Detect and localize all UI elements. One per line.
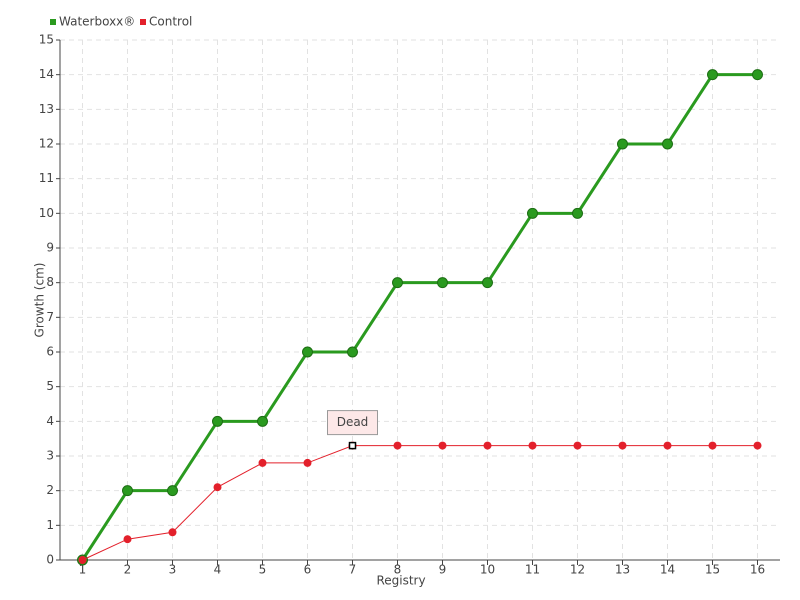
y-tick-label: 4 [46,414,54,428]
point [482,277,493,289]
x-tick-label: 3 [169,563,177,577]
point [122,485,133,497]
point [752,69,763,81]
point [212,415,223,427]
annotation-box [327,410,378,436]
point [167,485,178,497]
y-tick-label: 15 [39,33,54,47]
y-tick-label: 3 [46,449,54,463]
y-tick-label: 7 [46,310,54,324]
x-tick-label: 10 [480,563,495,577]
x-tick-label: 6 [304,563,312,577]
series-line [81,73,758,561]
y-tick-label: 5 [46,379,54,393]
x-tick-label: 16 [750,563,765,577]
point [753,441,762,450]
point [707,69,718,81]
point [302,346,313,358]
point [303,458,312,467]
point [78,556,87,564]
x-tick-label: 8 [394,563,402,577]
point [257,415,268,427]
x-axis-label: Registry [376,574,425,588]
point [527,207,538,219]
x-tick-label: 1 [79,563,87,577]
point [483,441,492,450]
point [213,483,222,492]
y-tick-label: 11 [39,171,54,185]
point [708,441,717,450]
point [258,458,267,467]
legend-marker [140,19,146,25]
point [528,441,537,450]
x-tick-label: 9 [439,563,447,577]
point [573,441,582,450]
y-tick-label: 8 [46,275,54,289]
y-tick-label: 10 [39,206,54,220]
point [572,207,583,219]
point [438,441,447,450]
x-tick-label: 13 [615,563,630,577]
x-tick-label: 5 [259,563,267,577]
legend-label: Waterboxx® [59,15,135,29]
point [393,441,402,450]
point [392,277,403,289]
y-tick-label: 1 [46,518,54,532]
y-tick-label: 12 [39,137,54,151]
y-tick-label: 13 [39,102,54,116]
x-tick-label: 4 [214,563,222,577]
annotation-point [348,441,357,450]
point [662,138,673,150]
point [437,277,448,289]
point [618,441,627,450]
point [123,535,132,544]
x-tick-label: 2 [124,563,132,577]
legend-marker [50,19,56,25]
y-tick-label: 9 [46,241,54,255]
y-tick-label: 6 [46,345,54,359]
series-line [82,445,758,561]
x-tick-label: 12 [570,563,585,577]
x-tick-label: 11 [525,563,540,577]
x-tick-label: 14 [660,563,675,577]
y-axis-label: Growth (cm) [33,263,47,338]
y-tick-label: 0 [46,553,54,567]
x-tick-label: 7 [349,563,357,577]
point [617,138,628,150]
legend-label: Control [149,15,192,29]
point [347,346,358,358]
y-tick-label: 14 [39,67,54,81]
point [663,441,672,450]
point [168,528,177,537]
y-tick-label: 2 [46,483,54,497]
x-tick-label: 15 [705,563,720,577]
annotation-text: Dead [337,415,369,429]
